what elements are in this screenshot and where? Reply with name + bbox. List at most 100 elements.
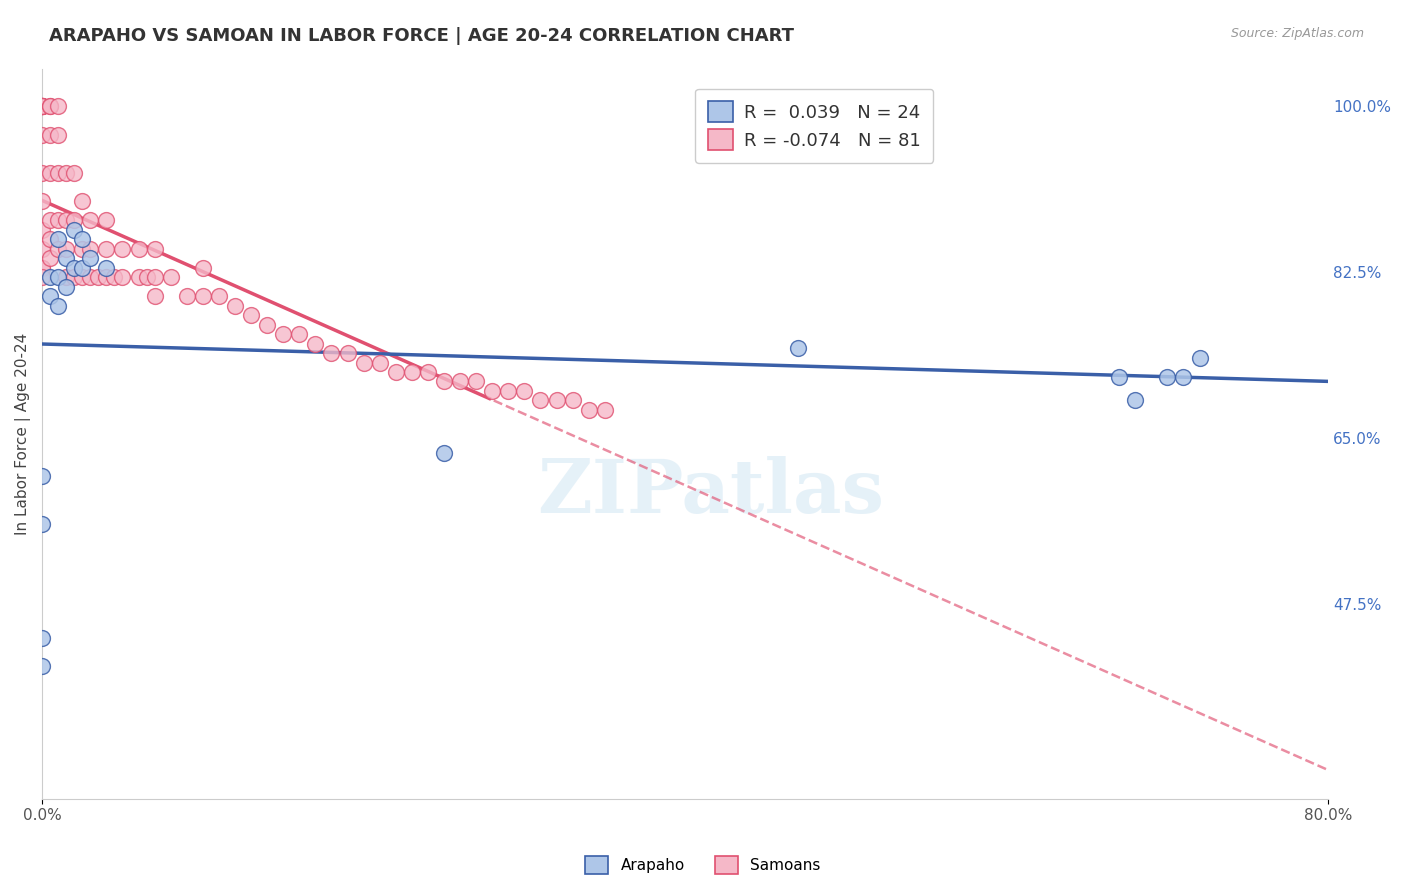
Point (46, 213, 69, 227)
Point (465, 375, 488, 389)
Legend: Arapaho, Samoans: Arapaho, Samoans (579, 850, 827, 880)
Point (39, 128, 62, 142)
Point (72, 270, 94, 285)
Point (46, 270, 69, 285)
Point (498, 384, 520, 398)
Point (159, 270, 181, 285)
Point (143, 289, 166, 303)
Point (72, 260, 94, 275)
Point (529, 393, 551, 408)
Point (72, 232, 94, 246)
Point (578, 403, 600, 417)
Point (55, 242, 77, 256)
Point (208, 289, 231, 303)
Point (63, 166, 86, 180)
Point (103, 270, 125, 285)
Point (31, 260, 53, 275)
Point (46, 166, 69, 180)
Point (128, 270, 150, 285)
Point (224, 299, 246, 313)
Point (39, 251, 62, 265)
Point (31, 99, 53, 113)
Point (96, 270, 118, 285)
Point (1156, 369, 1178, 384)
Point (87, 270, 110, 285)
Point (63, 213, 86, 227)
Point (63, 260, 86, 275)
Point (416, 365, 439, 379)
Point (55, 213, 77, 227)
Point (143, 242, 166, 256)
Point (353, 355, 375, 369)
Point (433, 445, 456, 459)
Point (96, 260, 118, 275)
Y-axis label: In Labor Force | Age 20-24: In Labor Force | Age 20-24 (15, 333, 31, 535)
Point (31, 631, 53, 645)
Point (31, 166, 53, 180)
Point (79, 270, 101, 285)
Point (31, 223, 53, 237)
Point (31, 99, 53, 113)
Point (31, 659, 53, 673)
Point (256, 318, 278, 332)
Point (176, 289, 198, 303)
Point (55, 279, 77, 293)
Point (1123, 393, 1146, 408)
Point (336, 346, 359, 360)
Text: ZIPatlas: ZIPatlas (537, 456, 884, 529)
Point (31, 194, 53, 209)
Point (39, 99, 62, 113)
Point (191, 260, 214, 275)
Point (79, 251, 101, 265)
Point (449, 375, 471, 389)
Point (79, 213, 101, 227)
Point (55, 270, 77, 285)
Point (271, 327, 294, 342)
Point (1108, 369, 1130, 384)
Point (31, 99, 53, 113)
Point (63, 270, 86, 285)
Text: ARAPAHO VS SAMOAN IN LABOR FORCE | AGE 20-24 CORRELATION CHART: ARAPAHO VS SAMOAN IN LABOR FORCE | AGE 2… (49, 27, 794, 45)
Point (240, 308, 263, 322)
Point (39, 232, 62, 246)
Point (31, 99, 53, 113)
Point (79, 242, 101, 256)
Point (31, 260, 53, 275)
Point (31, 516, 53, 531)
Point (1173, 369, 1195, 384)
Point (72, 194, 94, 209)
Point (384, 365, 406, 379)
Point (304, 336, 326, 351)
Point (433, 375, 456, 389)
Point (46, 242, 69, 256)
Point (128, 242, 150, 256)
Point (63, 223, 86, 237)
Point (55, 251, 77, 265)
Point (561, 393, 583, 408)
Point (46, 299, 69, 313)
Point (46, 128, 69, 142)
Point (31, 99, 53, 113)
Point (39, 166, 62, 180)
Point (55, 166, 77, 180)
Point (135, 270, 157, 285)
Point (513, 384, 536, 398)
Point (31, 242, 53, 256)
Point (31, 469, 53, 483)
Point (143, 270, 166, 285)
Point (1188, 351, 1211, 365)
Point (546, 393, 568, 408)
Point (321, 346, 343, 360)
Point (401, 365, 423, 379)
Point (31, 128, 53, 142)
Point (96, 213, 118, 227)
Point (593, 403, 616, 417)
Point (39, 289, 62, 303)
Point (46, 99, 69, 113)
Point (46, 232, 69, 246)
Point (96, 242, 118, 256)
Point (111, 270, 134, 285)
Point (72, 242, 94, 256)
Point (39, 213, 62, 227)
Point (288, 327, 311, 342)
